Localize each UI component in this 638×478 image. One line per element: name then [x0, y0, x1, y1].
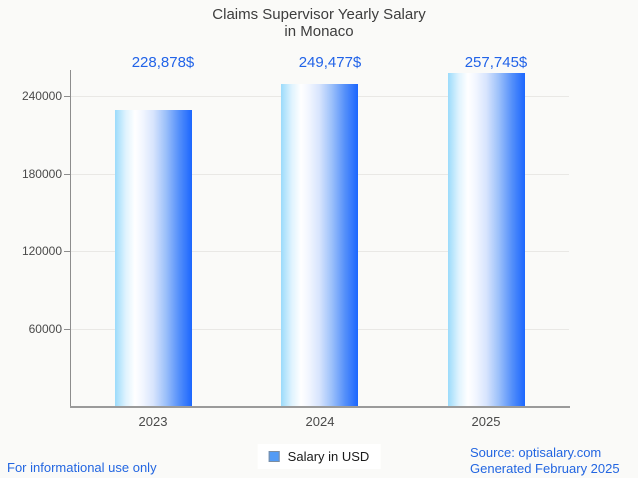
y-axis-tick-label: 120000 — [21, 244, 62, 258]
legend-label: Salary in USD — [287, 449, 370, 464]
chart-title: Claims Supervisor Yearly Salary in Monac… — [0, 6, 638, 40]
y-axis-tick-label: 180000 — [21, 167, 62, 181]
legend: Salary in USD — [257, 444, 381, 469]
y-axis-tick-label: 240000 — [21, 89, 62, 103]
y-axis-tick-label: 60000 — [28, 322, 62, 336]
y-axis-tick — [64, 174, 71, 175]
source-block: Source: optisalary.com Generated Februar… — [470, 445, 620, 477]
chart-title-line1: Claims Supervisor Yearly Salary — [212, 6, 426, 23]
generated-line: Generated February 2025 — [470, 461, 620, 476]
bar-2024 — [281, 84, 358, 407]
chart-title-line2: in Monaco — [284, 23, 354, 40]
y-axis-line — [70, 70, 71, 407]
disclaimer-note: For informational use only — [7, 460, 157, 475]
bar-value-label-2024: 249,477$ — [298, 54, 362, 71]
legend-marker-icon — [268, 451, 280, 462]
x-axis-line — [70, 406, 570, 408]
y-axis-tick — [64, 329, 71, 330]
bar-2025 — [448, 73, 525, 407]
x-axis-label-2025: 2025 — [471, 414, 501, 429]
source-line: Source: optisalary.com — [470, 445, 602, 460]
bar-value-label-2023: 228,878$ — [131, 54, 195, 71]
y-axis-tick — [64, 251, 71, 252]
bar-value-label-2025: 257,745$ — [464, 54, 528, 71]
x-axis-label-2024: 2024 — [305, 414, 335, 429]
y-axis-tick — [64, 96, 71, 97]
plot-area — [70, 70, 569, 407]
x-axis-label-2023: 2023 — [138, 414, 168, 429]
bar-2023 — [115, 110, 192, 407]
